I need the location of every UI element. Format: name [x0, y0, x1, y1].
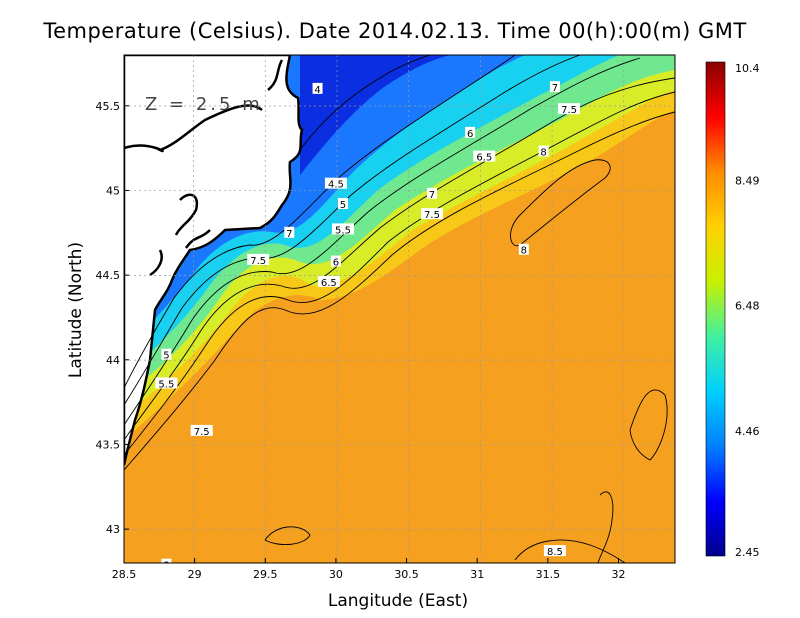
colorbar: 10.4 8.49 6.48 4.46 2.45 [705, 61, 760, 559]
y-tick-label: 44 [106, 354, 120, 367]
depth-label: Z = 2.5 m [145, 94, 263, 115]
contour-label-bg [420, 208, 443, 220]
contour-label: 7.5 [250, 256, 266, 267]
contour-label: 5 [340, 200, 346, 211]
contour-label-bg [161, 348, 172, 360]
contour-label: 4.5 [328, 180, 344, 191]
contour-label: 7 [429, 190, 435, 201]
y-tick-label: 45 [106, 184, 120, 197]
contour-label-bg [426, 187, 437, 199]
chart-title: Temperature (Celsius). Date 2014.02.13. … [42, 19, 746, 43]
contour-label: 6.5 [321, 278, 337, 289]
contour-label: 4 [314, 85, 320, 96]
y-tick-label: 44.5 [96, 269, 121, 282]
x-tick-label: 28.5 [112, 568, 137, 581]
x-tick-label: 32 [611, 568, 625, 581]
x-tick-label: 29 [188, 568, 202, 581]
contour-label: 8 [540, 148, 546, 159]
contour-label-bg [324, 177, 347, 189]
contour-label: 6 [467, 129, 473, 140]
contour-label-bg [312, 82, 323, 94]
y-axis-title: Latitude (North) [66, 242, 86, 378]
colorbar-tick-label: 2.45 [735, 546, 760, 559]
contour-label-bg [558, 103, 581, 115]
contour-label: 7.5 [424, 210, 440, 221]
contour-label: 5.5 [158, 380, 174, 391]
x-axis-ticks: 28.5 29 29.5 30 30.5 31 31.5 32 [112, 558, 625, 581]
land-area [124, 55, 304, 466]
contour-label: 7.5 [194, 427, 210, 438]
contour-label-bg [331, 223, 354, 235]
contour-label-bg [247, 253, 270, 265]
contour-label: 6.5 [476, 153, 492, 164]
contour-label-bg [543, 545, 566, 557]
colorbar-tick-label: 10.4 [735, 62, 760, 75]
contour-label: 8 [163, 561, 169, 572]
contour-label: 7 [552, 83, 558, 94]
y-tick-label: 45.5 [96, 100, 121, 113]
contour-label-bg [465, 126, 476, 138]
x-tick-label: 31.5 [536, 568, 561, 581]
sea-band-darkblue [300, 55, 450, 175]
plot-frame [123, 54, 676, 564]
y-tick-label: 43.5 [96, 438, 121, 451]
contour-label: 8 [521, 246, 527, 257]
coastline-detail [124, 59, 284, 277]
x-tick-label: 29.5 [253, 568, 278, 581]
contour-label: 6 [333, 258, 339, 269]
x-axis-title: Langitude (East) [328, 591, 468, 611]
colorbar-tick-label: 4.46 [735, 425, 760, 438]
colorbar-tick-label: 6.48 [735, 300, 760, 313]
colorbar-gradient [705, 61, 726, 557]
contour-label-bg [538, 145, 549, 157]
contour-label-bg [190, 424, 213, 436]
contour-label: 5.5 [335, 225, 351, 236]
x-tick-label: 30.5 [394, 568, 419, 581]
contour-label-bg [317, 275, 340, 287]
contour-label-bg [330, 255, 341, 267]
grid [124, 55, 675, 563]
contour-label-bg [549, 81, 560, 93]
contour-label-bg [518, 243, 529, 255]
y-axis-ticks: 43 43.5 44 44.5 45 45.5 [96, 100, 129, 536]
contour-label-bg [284, 226, 295, 238]
x-tick-label: 31 [470, 568, 484, 581]
contour-label-bg [473, 150, 496, 162]
contour-label-bg [161, 558, 172, 563]
x-tick-label: 30 [329, 568, 343, 581]
y-tick-label: 43 [106, 523, 120, 536]
contour-label: 7 [286, 229, 292, 240]
colorbar-ticks: 10.4 8.49 6.48 4.46 2.45 [735, 62, 760, 559]
contour-label: 5 [163, 351, 169, 362]
contour-label-bg [337, 198, 348, 210]
contour-label: 7.5 [561, 105, 577, 116]
contour-label-bg [155, 377, 178, 389]
colorbar-tick-label: 8.49 [735, 175, 760, 188]
contour-label: 8.5 [547, 547, 563, 558]
